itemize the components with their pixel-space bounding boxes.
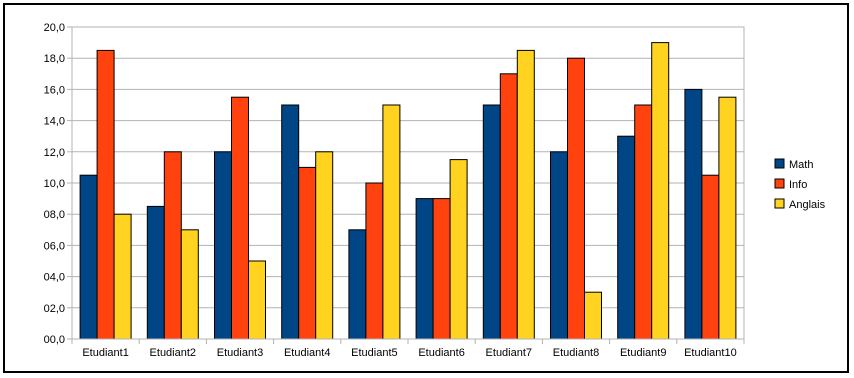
x-tick-label: Etudiant7	[486, 347, 532, 359]
bar-anglais-etudiant6	[449, 159, 468, 340]
plot-border	[71, 26, 745, 340]
legend-swatch-info	[774, 178, 785, 189]
bar-info-etudiant6	[432, 198, 451, 340]
bar-info-etudiant1	[96, 49, 115, 340]
bar-info-etudiant9	[634, 104, 653, 340]
bar-info-etudiant7	[499, 73, 518, 340]
bar-info-etudiant5	[365, 182, 384, 340]
legend-swatch-anglais	[774, 198, 785, 209]
y-tick-label: 12,0	[44, 147, 65, 159]
bar-math-etudiant9	[617, 135, 636, 340]
bar-anglais-etudiant1	[113, 213, 132, 340]
bar-math-etudiant10	[684, 88, 703, 340]
y-tick-label: 14,0	[44, 116, 65, 128]
x-tick-label: Etudiant4	[284, 347, 330, 359]
bar-anglais-etudiant3	[248, 260, 266, 340]
x-tick-label: Etudiant9	[620, 347, 666, 359]
bar-anglais-etudiant7	[516, 49, 535, 340]
y-tick-label: 04,0	[44, 272, 65, 284]
x-tick-label: Etudiant3	[217, 347, 263, 359]
bar-info-etudiant3	[231, 96, 249, 340]
x-tick-label: Etudiant5	[351, 347, 397, 359]
bar-math-etudiant2	[146, 205, 165, 340]
legend-label-math: Math	[789, 159, 813, 171]
bar-info-etudiant10	[701, 174, 720, 340]
bar-info-etudiant4	[298, 166, 317, 340]
bar-anglais-etudiant4	[315, 151, 334, 340]
bar-anglais-etudiant9	[651, 42, 670, 340]
x-tick-label: Etudiant8	[553, 347, 599, 359]
bar-anglais-etudiant2	[180, 229, 199, 340]
x-tick-label: Etudiant1	[82, 347, 128, 359]
bar-anglais-etudiant10	[718, 96, 737, 340]
y-tick-label: 02,0	[44, 303, 65, 315]
x-tick-label: Etudiant2	[150, 347, 196, 359]
legend-swatch-math	[774, 158, 785, 169]
legend-label-anglais: Anglais	[789, 199, 826, 211]
y-tick-label: 06,0	[44, 240, 65, 252]
bar-info-etudiant2	[163, 151, 182, 340]
bar-math-etudiant6	[415, 198, 434, 340]
bar-anglais-etudiant5	[382, 104, 401, 340]
bar-info-etudiant8	[567, 57, 585, 340]
bar-math-etudiant7	[482, 104, 501, 340]
y-tick-label: 18,0	[44, 53, 65, 65]
bar-math-etudiant1	[79, 174, 98, 340]
bar-anglais-etudiant8	[584, 291, 602, 340]
y-tick-label: 00,0	[44, 334, 65, 346]
y-tick-label: 16,0	[44, 84, 65, 96]
x-tick-label: Etudiant10	[684, 347, 737, 359]
bar-math-etudiant4	[281, 104, 300, 340]
bar-math-etudiant5	[348, 229, 367, 340]
legend-label-info: Info	[789, 179, 807, 191]
y-tick-label: 10,0	[44, 178, 65, 190]
x-tick-label: Etudiant6	[418, 347, 464, 359]
bar-math-etudiant3	[214, 151, 232, 340]
y-tick-label: 08,0	[44, 209, 65, 221]
bar-math-etudiant8	[550, 151, 568, 340]
y-tick-label: 20,0	[44, 22, 65, 34]
